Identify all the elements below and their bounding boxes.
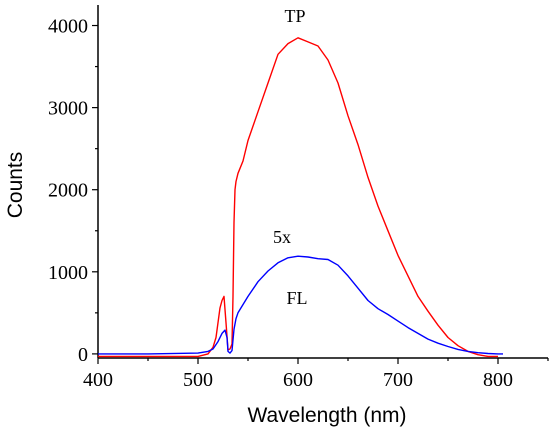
y-tick-label: 0 [78, 344, 88, 366]
y-tick-label: 4000 [48, 16, 88, 38]
series-line-tp [98, 37, 498, 358]
y-tick-label: 2000 [48, 180, 88, 202]
x-tick-label: 400 [83, 369, 113, 391]
annotation-5x: 5x [273, 227, 291, 247]
series-layer [98, 37, 503, 358]
x-axis-title: Wavelength (nm) [247, 404, 406, 427]
y-axis-ticks: 0 1000 2000 3000 4000 [48, 16, 98, 366]
x-tick-label: 600 [283, 369, 313, 391]
y-tick-label: 3000 [48, 98, 88, 120]
annotation-tp: TP [284, 6, 305, 26]
x-tick-label: 800 [483, 369, 513, 391]
y-tick-label: 1000 [48, 262, 88, 284]
x-axis-ticks: 400 500 600 700 800 [83, 358, 549, 391]
series-line-fl [98, 255, 503, 355]
x-tick-label: 700 [383, 369, 413, 391]
plot-area: 400 500 600 700 800 0 1000 2000 3000 4000 [48, 5, 549, 391]
annotation-fl: FL [286, 288, 307, 308]
x-tick-label: 500 [183, 369, 213, 391]
y-axis-title: Counts [4, 152, 27, 219]
